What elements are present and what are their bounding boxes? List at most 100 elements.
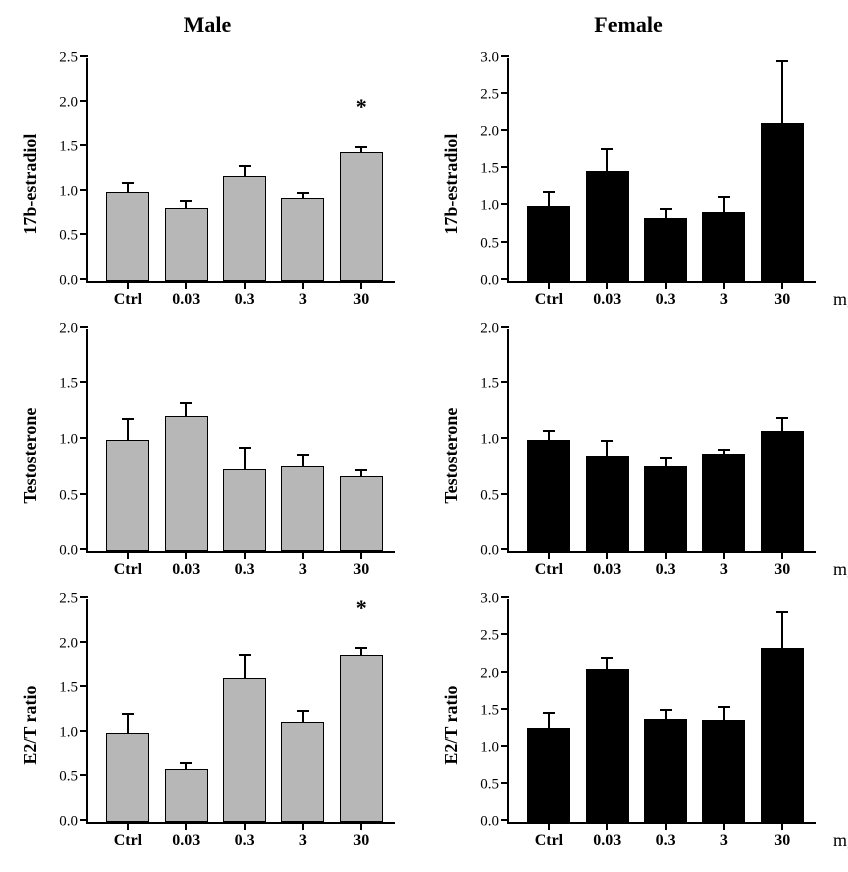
y-tick xyxy=(80,493,88,495)
y-tick xyxy=(80,100,88,102)
y-tick-label: 0.5 xyxy=(480,235,499,252)
bar xyxy=(527,206,570,280)
error-bar-cap xyxy=(239,165,251,167)
error-bar xyxy=(606,659,608,669)
x-tick-label: 0.3 xyxy=(235,832,255,850)
error-bar xyxy=(665,459,667,466)
y-tick xyxy=(80,596,88,598)
bar xyxy=(761,123,804,280)
y-tick-label: 0.0 xyxy=(59,543,78,560)
y-tick-label: 2.0 xyxy=(59,320,78,337)
panel-r2-c0: E2/T ratio 0.00.51.01.52.02.5Ctrl0.030.3… xyxy=(20,599,395,852)
x-tick-label: 0.03 xyxy=(172,291,200,309)
ylabel-17b-estradiol: 17b-estradiol xyxy=(20,58,46,311)
bar xyxy=(223,469,266,551)
y-tick-label: 0.5 xyxy=(59,769,78,786)
x-tick-label: 30 xyxy=(774,561,790,579)
axes-wrap: 0.00.51.01.52.0Ctrl0.030.3330mg/L xyxy=(467,329,816,582)
error-bar-cap xyxy=(297,192,309,194)
bar xyxy=(586,171,629,281)
error-bar xyxy=(360,649,362,655)
y-tick-label: 2.0 xyxy=(480,665,499,682)
plot-area: 0.00.51.01.52.02.53.0Ctrl0.030.3330mg/L xyxy=(507,599,816,824)
x-tick xyxy=(665,551,667,559)
y-tick xyxy=(501,55,509,57)
bar xyxy=(702,212,745,281)
y-tick-label: 0.0 xyxy=(59,272,78,289)
x-tick-label: 0.3 xyxy=(656,561,676,579)
x-tick-label: Ctrl xyxy=(535,832,563,850)
error-bar-cap xyxy=(660,208,672,210)
x-tick-label: 3 xyxy=(299,561,307,579)
figure-grid: Male Female 17b-estradiol 0.00.51.01.52.… xyxy=(0,0,848,872)
x-tick-label: Ctrl xyxy=(114,561,142,579)
x-tick-label: 30 xyxy=(353,832,369,850)
bar xyxy=(281,722,324,822)
y-tick xyxy=(501,278,509,280)
error-bar-cap xyxy=(180,762,192,764)
x-tick-label: 0.03 xyxy=(172,832,200,850)
bar xyxy=(702,454,745,551)
bar xyxy=(340,152,383,281)
bar xyxy=(644,719,687,822)
y-tick xyxy=(501,203,509,205)
significance-marker: * xyxy=(356,595,367,621)
bar xyxy=(644,218,687,281)
x-tick xyxy=(548,551,550,559)
ylabel-testosterone: Testosterone xyxy=(441,329,467,582)
axes-wrap: 0.00.51.01.52.02.5Ctrl0.030.33*30 xyxy=(46,58,395,311)
plot-area: 0.00.51.01.52.0Ctrl0.030.3330mg/L xyxy=(507,329,816,554)
x-tick-label: Ctrl xyxy=(535,291,563,309)
y-tick-label: 1.0 xyxy=(59,432,78,449)
y-tick xyxy=(80,233,88,235)
bar xyxy=(223,678,266,822)
y-tick-label: 0.0 xyxy=(480,543,499,560)
x-tick xyxy=(781,281,783,289)
x-axis-unit: mg/L xyxy=(833,289,848,310)
error-bar-cap xyxy=(776,417,788,419)
x-tick xyxy=(185,822,187,830)
error-bar-cap xyxy=(601,148,613,150)
ylabel-e2t-ratio: E2/T ratio xyxy=(441,599,467,852)
y-tick-label: 1.5 xyxy=(59,680,78,697)
bar xyxy=(165,769,208,822)
x-tick-label: 30 xyxy=(774,832,790,850)
x-tick xyxy=(606,822,608,830)
x-tick xyxy=(548,822,550,830)
y-tick-label: 1.0 xyxy=(480,432,499,449)
y-tick xyxy=(80,774,88,776)
bar xyxy=(340,655,383,822)
x-tick xyxy=(360,551,362,559)
y-tick xyxy=(80,381,88,383)
panel-r1-c0: Testosterone 0.00.51.01.52.0Ctrl0.030.33… xyxy=(20,329,395,582)
y-tick-label: 1.0 xyxy=(480,198,499,215)
bar xyxy=(586,669,629,822)
y-tick xyxy=(501,493,509,495)
y-tick xyxy=(80,730,88,732)
error-bar-cap xyxy=(122,182,134,184)
bar xyxy=(761,431,804,551)
x-tick-label: 0.3 xyxy=(656,832,676,850)
x-tick-label: 3 xyxy=(720,832,728,850)
x-tick-label: Ctrl xyxy=(114,832,142,850)
y-tick-label: 2.0 xyxy=(59,635,78,652)
error-bar xyxy=(127,420,129,440)
error-bar xyxy=(665,210,667,217)
y-tick xyxy=(501,708,509,710)
error-bar xyxy=(360,148,362,152)
error-bar-cap xyxy=(601,657,613,659)
significance-marker: * xyxy=(356,94,367,120)
error-bar xyxy=(302,194,304,198)
axes-wrap: 0.00.51.01.52.0Ctrl0.030.3330 xyxy=(46,329,395,582)
error-bar-cap xyxy=(355,146,367,148)
y-tick xyxy=(501,548,509,550)
error-bar xyxy=(606,442,608,455)
bar xyxy=(165,208,208,281)
error-bar-cap xyxy=(543,712,555,714)
y-tick-label: 0.5 xyxy=(480,487,499,504)
error-bar xyxy=(185,202,187,207)
x-tick-label: 3 xyxy=(299,291,307,309)
y-tick-label: 1.0 xyxy=(59,183,78,200)
x-tick xyxy=(548,281,550,289)
x-tick xyxy=(606,281,608,289)
